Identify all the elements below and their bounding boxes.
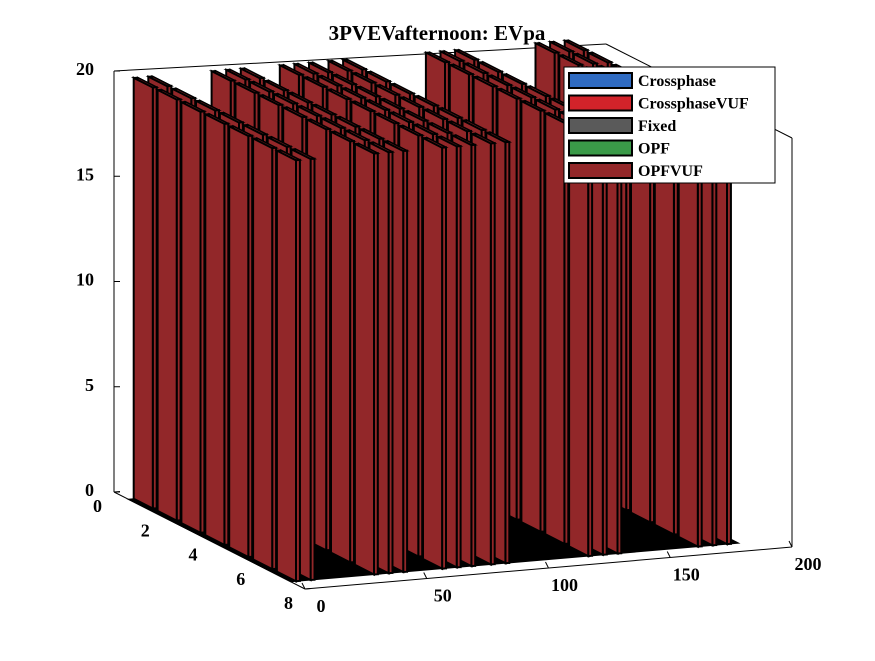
x-tick-mark (301, 582, 306, 590)
bar-left-face (132, 76, 154, 511)
legend-label: CrossphaseVUF (638, 96, 749, 113)
legend-label: OPFVUF (638, 163, 703, 180)
y-tick-mark (257, 563, 264, 566)
z-tick-label: 10 (76, 270, 94, 290)
legend-items: Crossphase CrossphaseVUF Fixed OPF OPFVUF (568, 72, 749, 180)
z-tick-label: 0 (85, 480, 94, 500)
bar-left-face (544, 111, 566, 546)
back-top-edge (113, 43, 607, 72)
legend-swatch (568, 94, 633, 112)
bar-left-face (228, 124, 250, 559)
legend-label: Crossphase (638, 73, 716, 90)
x-tick-mark (545, 561, 549, 569)
bar (328, 130, 357, 565)
bar (469, 132, 498, 567)
x-tick-label: 50 (434, 586, 452, 606)
bar-left-face (568, 123, 590, 558)
bar-left-face (252, 136, 274, 571)
bar (202, 112, 232, 547)
legend-swatch (568, 162, 633, 179)
bar (566, 123, 595, 558)
bar-left-face (156, 88, 178, 523)
y-tick-label: 4 (189, 545, 198, 565)
bar (628, 90, 657, 525)
bar-left-face (422, 136, 444, 571)
x-tick-label: 100 (551, 575, 578, 595)
bar (154, 88, 184, 523)
bar (352, 142, 381, 577)
y-tick-mark (161, 515, 168, 517)
bar-left-face (330, 130, 352, 565)
y-tick-label: 8 (284, 593, 293, 613)
y-tick-mark (209, 539, 216, 541)
y-tick-label: 0 (93, 496, 102, 516)
y-tick-label: 2 (141, 520, 150, 540)
chart-title: 3PVEVafternoon: EVpa (329, 21, 546, 45)
bar (226, 124, 255, 559)
y-tick-mark (304, 588, 312, 590)
y-tick-label: 6 (236, 569, 245, 589)
bar-left-face (275, 148, 297, 583)
bar-left-face (353, 142, 375, 577)
bar (274, 148, 303, 583)
bar-left-face (180, 100, 202, 535)
bar (420, 136, 449, 571)
bar (652, 102, 681, 537)
bar (178, 100, 208, 535)
bars-layer (130, 38, 734, 583)
legend: Crossphase CrossphaseVUF Fixed OPF OPFVUF (563, 66, 776, 184)
bar (518, 99, 548, 534)
legend-label: Fixed (638, 118, 676, 135)
bar (130, 76, 160, 511)
y-tick-mark (113, 491, 121, 493)
z-tick-label: 15 (76, 164, 94, 184)
x-tick-label: 0 (317, 596, 326, 616)
legend-label: OPF (638, 141, 670, 158)
bar-left-face (520, 99, 542, 534)
z-tick-label: 20 (76, 59, 94, 79)
x-tick-mark (666, 551, 671, 558)
x-tick-label: 150 (673, 565, 700, 585)
bar-left-face (204, 112, 226, 547)
legend-swatch (568, 72, 633, 89)
legend-swatch (568, 117, 633, 134)
x-tick-mark (788, 540, 793, 548)
x-tick-mark (423, 572, 428, 579)
bar (250, 136, 279, 571)
z-tick-label: 5 (85, 375, 94, 395)
bar (542, 111, 572, 546)
legend-swatch (568, 139, 633, 157)
x-tick-label: 200 (795, 554, 822, 574)
